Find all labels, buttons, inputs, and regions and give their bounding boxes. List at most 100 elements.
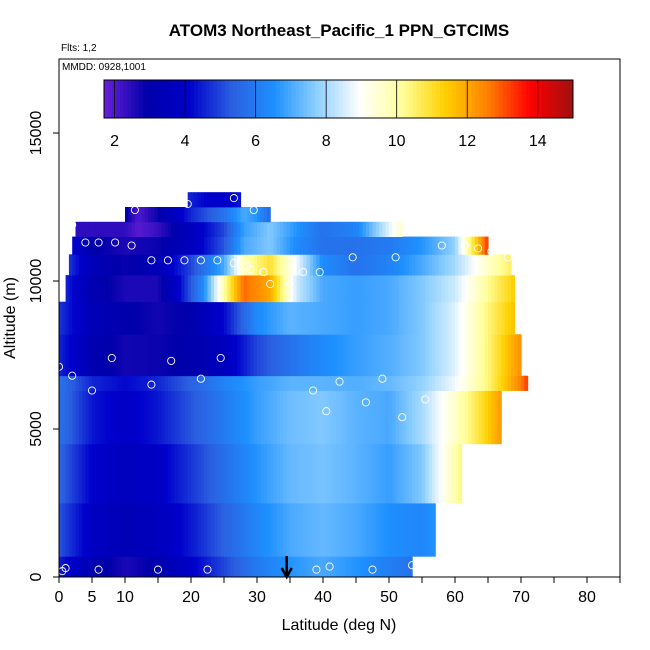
heatmap-cell (375, 236, 380, 255)
heatmap-cell (171, 275, 176, 303)
heatmap-cell (362, 254, 367, 276)
heatmap-cell (210, 207, 215, 223)
heatmap-cell (151, 275, 156, 303)
heatmap-cell (336, 375, 341, 391)
colorbar-swatch (107, 80, 113, 118)
heatmap-cell (339, 236, 344, 255)
heatmap-cell (408, 236, 413, 255)
heatmap-cell (435, 375, 440, 391)
heatmap-cell (342, 375, 347, 391)
heatmap-cell (309, 254, 314, 276)
heatmap-cell (65, 301, 70, 335)
heatmap-cell (118, 390, 123, 445)
heatmap-cell (217, 443, 222, 504)
heatmap-cell (362, 236, 367, 255)
colorbar-swatch (506, 80, 511, 118)
heatmap-cell (151, 221, 156, 237)
heatmap-cell (184, 390, 189, 445)
heatmap-cell (309, 221, 314, 237)
heatmap-cell (233, 503, 238, 557)
heatmap-cell (210, 275, 215, 303)
heatmap-cell (491, 375, 496, 391)
colorbar-swatch (174, 80, 179, 118)
heatmap-cell (431, 254, 436, 276)
heatmap-cell (418, 236, 423, 255)
heatmap-cell (250, 334, 255, 377)
heatmap-cell (306, 375, 311, 391)
latitude-arrow (280, 556, 293, 580)
heatmap-cell (105, 275, 110, 303)
heatmap-cell (243, 275, 248, 303)
heatmap-cell (501, 375, 506, 391)
heatmap-cell (303, 301, 308, 335)
heatmap-cell (151, 556, 156, 577)
heatmap-cell (286, 443, 291, 504)
heatmap-cell (197, 334, 202, 377)
heatmap-cell (144, 275, 149, 303)
colorbar-swatch (358, 80, 363, 118)
colorbar-swatch (104, 80, 109, 118)
heatmap-cell (92, 443, 96, 504)
heatmap-cell (88, 334, 93, 377)
heatmap-cell (217, 375, 222, 391)
heatmap-cell (392, 254, 397, 276)
heatmap-cell (392, 236, 397, 255)
heatmap-cell (425, 503, 430, 557)
heatmap-cell (233, 301, 238, 335)
heatmap-cell (319, 503, 324, 557)
heatmap-cell (349, 443, 354, 504)
heatmap-cell (111, 221, 116, 237)
x-axis: 0 5 10 20 30 40 50 60 70 80 (55, 577, 621, 606)
heatmap-cell (389, 390, 393, 445)
heatmap-cell (412, 301, 416, 335)
heatmap-cell (131, 443, 136, 504)
heatmap-cell (326, 556, 331, 577)
heatmap-cell (214, 221, 218, 237)
heatmap-cell (131, 207, 136, 223)
heatmap-cell (210, 301, 215, 335)
colorbar-swatch (561, 80, 566, 118)
sample-point (266, 279, 275, 289)
heatmap-cell (128, 207, 133, 223)
heatmap-cell (131, 375, 136, 391)
colorbar-swatch (479, 80, 484, 118)
heatmap-cell (131, 556, 136, 577)
heatmap-cell (270, 301, 275, 335)
heatmap-cell (507, 275, 512, 303)
heatmap-cell (115, 443, 119, 504)
heatmap-cell (382, 503, 387, 557)
heatmap-cell (98, 443, 103, 504)
heatmap-cell (313, 221, 317, 237)
heatmap-cell (359, 254, 364, 276)
heatmap-cell (154, 236, 159, 255)
heatmap-cell (88, 556, 93, 577)
heatmap-cell (144, 556, 149, 577)
heatmap-cell (491, 275, 496, 303)
sample-point (315, 268, 324, 277)
heatmap-cell (194, 207, 199, 223)
heatmap-cell (118, 375, 123, 391)
sample-point (368, 565, 377, 574)
heatmap-cell (346, 301, 350, 335)
heatmap-cell (438, 443, 443, 504)
heatmap-cell (191, 207, 195, 223)
heatmap-cell (464, 254, 469, 276)
heatmap-cell (154, 375, 159, 391)
colorbar-swatch (494, 80, 500, 118)
heatmap-cell (408, 390, 413, 445)
heatmap-cell (154, 275, 159, 303)
heatmap-cell (438, 254, 443, 276)
heatmap-cell (389, 236, 393, 255)
heatmap-cell (441, 236, 446, 255)
heatmap-cell (154, 556, 159, 577)
heatmap-cell (220, 443, 225, 504)
heatmap-cell (141, 254, 146, 276)
heatmap-cell (98, 254, 103, 276)
heatmap-cell (134, 334, 139, 377)
heatmap-cell (240, 375, 245, 391)
heatmap-cell (451, 443, 456, 504)
heatmap-cell (184, 275, 189, 303)
heatmap-cell (491, 254, 496, 276)
heatmap-cell (128, 221, 133, 237)
heatmap-cell (468, 254, 473, 276)
